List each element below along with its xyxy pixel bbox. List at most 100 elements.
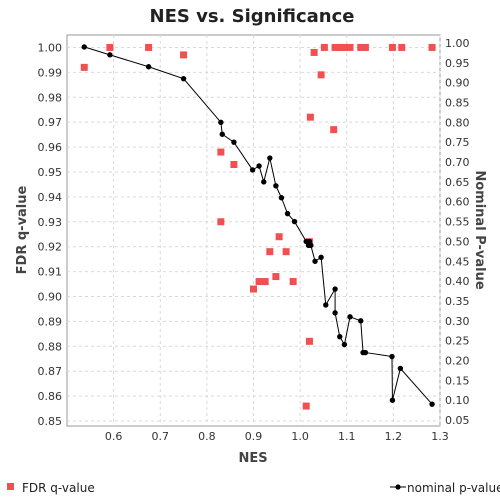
nominal-p-point [397,365,404,372]
y-right-tick-label: 0.60 [445,196,470,209]
y-right-tick-label: 0.80 [445,116,470,129]
y-right-tick-label: 1.00 [445,37,470,50]
legend-nominal-marker [395,484,401,490]
fdr-q-point [106,43,114,51]
fdr-q-point [282,248,290,256]
fdr-q-point [330,126,338,134]
y-right-tick-label: 0.20 [445,355,470,368]
fdr-q-point [302,402,310,410]
nominal-p-point [347,314,353,320]
y-left-tick-label: 0.87 [38,365,63,378]
nominal-p-point [219,131,225,137]
x-tick-label: 0.8 [198,430,216,443]
fdr-q-point [261,278,269,286]
fdr-q-point [180,51,188,59]
fdr-q-point [272,273,280,281]
y-right-tick-label: 0.65 [445,176,470,189]
legend: FDR q-value nominal p-value [7,481,500,495]
y-right-tick-label: 0.90 [445,77,470,90]
x-tick-label: 0.6 [105,430,123,443]
nominal-p-point [429,401,435,407]
nominal-p-point [312,258,318,264]
nominal-p-point [318,254,324,260]
nominal-p-point [278,195,285,201]
legend-fdr-marker [7,483,14,490]
nominal-p-point [358,318,364,324]
fdr-q-point [398,43,406,51]
nominal-p-point [180,75,187,82]
y-left-tick-label: 0.93 [38,216,63,229]
fdr-q-point [310,48,318,56]
y-left-tick-label: 1.00 [38,41,63,54]
y-right-tick-label: 0.85 [445,96,470,109]
nominal-p-point [323,302,329,308]
fdr-q-point [340,43,348,51]
y-axis-right-ticks: 0.05 0.10 0.15 0.20 0.25 0.30 0.35 0.40 0.45 0.50… [445,37,470,427]
y-left-tick-label: 0.95 [38,166,63,179]
nominal-p-point [256,163,262,169]
nominal-p-point [284,210,291,217]
fdr-q-point [317,71,325,79]
y-left-tick-label: 0.99 [38,66,63,79]
fdr-q-point [357,43,365,51]
y-right-tick-label: 0.45 [445,255,470,268]
fdr-q-point [217,148,225,156]
y-right-tick-label: 0.55 [445,216,470,229]
x-tick-label: 1.2 [385,430,403,443]
nominal-p-point [332,310,338,316]
x-axis-ticks: 0.6 0.7 0.8 0.9 1.0 1.1 1.2 1.3 [105,430,449,443]
series-layer [80,43,436,410]
nominal-p-point [389,397,396,403]
fdr-q-point [320,43,328,51]
y-right-tick-label: 0.50 [445,235,470,248]
y-left-tick-label: 0.92 [38,241,63,254]
fdr-q-point [305,337,313,345]
nominal-p-point [218,119,224,126]
y-axis-left-title: FDR q-value [15,185,30,274]
series-fdr-q-value [80,43,436,410]
fdr-q-point [275,233,283,241]
y-left-tick-label: 0.98 [38,91,63,104]
fdr-q-point [306,113,314,121]
nominal-p-point [81,44,87,50]
y-right-tick-label: 0.10 [445,394,470,407]
nominal-p-point [291,218,298,225]
x-tick-label: 1.0 [291,430,309,443]
nominal-p-point [362,349,369,356]
x-tick-label: 0.7 [152,430,170,443]
y-left-tick-label: 0.86 [38,390,63,403]
fdr-q-point [80,63,88,71]
y-right-tick-label: 0.40 [445,275,470,288]
chart-title: NES vs. Significance [150,6,355,27]
y-left-tick-label: 0.91 [38,266,63,279]
y-right-tick-label: 0.75 [445,136,470,149]
fdr-q-point [266,248,274,256]
fdr-q-point [336,43,344,51]
fdr-q-point [428,43,436,51]
grid-layer [67,35,441,426]
legend-fdr-label: FDR q-value [22,481,95,495]
fdr-q-point [331,43,339,51]
y-axis-left-ticks: 0.85 0.86 0.87 0.88 0.89 0.90 0.91 0.92 0.93 0.94… [38,41,63,428]
nominal-p-point [231,139,237,145]
y-left-tick-label: 0.89 [38,315,63,328]
nominal-p-point [308,242,314,249]
fdr-q-point [346,43,354,51]
fdr-q-point [230,161,238,169]
y-right-tick-label: 0.30 [445,315,470,328]
y-right-tick-label: 0.15 [445,374,470,387]
nominal-p-point [389,353,395,360]
nominal-p-point [273,183,279,189]
y-right-tick-label: 0.70 [445,156,470,169]
nominal-p-point [145,64,152,70]
fdr-q-point [289,278,297,286]
fdr-q-point [250,285,257,293]
y-right-tick-label: 0.95 [445,57,470,70]
y-left-tick-label: 0.94 [38,191,63,204]
y-left-tick-label: 0.97 [38,116,63,129]
fdr-q-point [255,278,263,286]
legend-nominal-label: nominal p-value [407,481,500,495]
y-left-tick-label: 0.90 [38,290,63,303]
